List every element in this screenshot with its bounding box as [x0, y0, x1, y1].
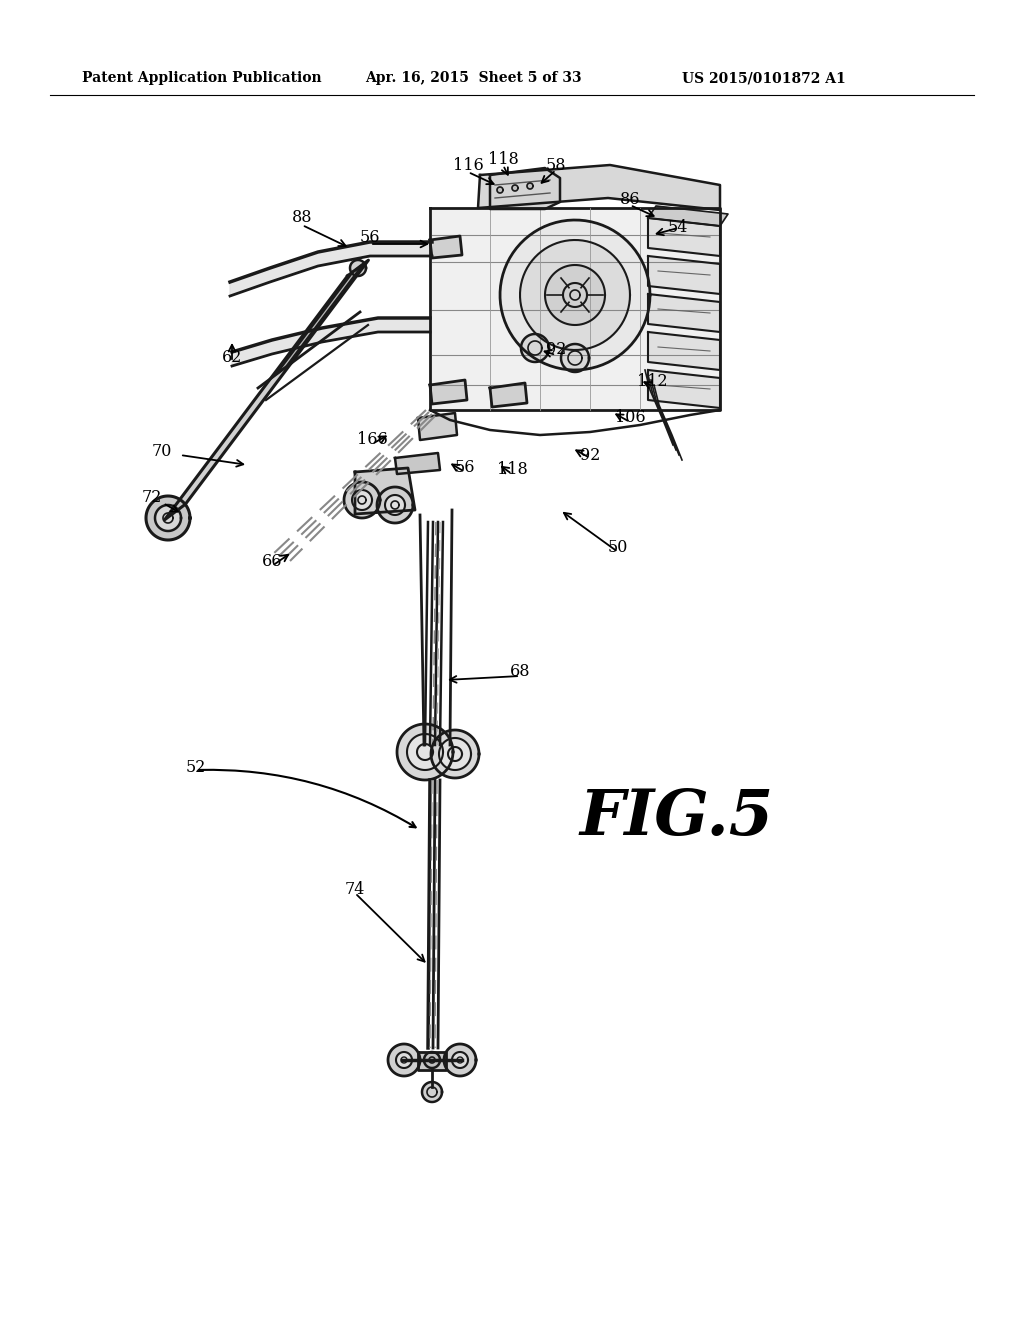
Polygon shape: [424, 1052, 440, 1068]
Text: Apr. 16, 2015  Sheet 5 of 33: Apr. 16, 2015 Sheet 5 of 33: [365, 71, 582, 84]
Text: 52: 52: [185, 759, 206, 776]
Polygon shape: [397, 723, 453, 780]
Polygon shape: [439, 738, 471, 770]
Polygon shape: [520, 240, 630, 350]
Polygon shape: [430, 236, 462, 257]
Text: 92: 92: [546, 342, 566, 359]
Text: 92: 92: [580, 446, 600, 463]
Text: 88: 88: [292, 210, 312, 227]
Polygon shape: [276, 264, 362, 374]
Polygon shape: [521, 334, 549, 362]
Polygon shape: [418, 1052, 446, 1071]
Polygon shape: [648, 206, 728, 226]
Polygon shape: [422, 1082, 442, 1102]
Text: 56: 56: [359, 230, 380, 247]
Polygon shape: [407, 734, 443, 770]
Polygon shape: [648, 294, 720, 333]
Text: 62: 62: [222, 350, 243, 367]
Polygon shape: [430, 380, 467, 404]
Text: 70: 70: [152, 444, 172, 461]
Polygon shape: [648, 256, 720, 294]
Polygon shape: [165, 260, 369, 520]
Text: 166: 166: [356, 432, 387, 449]
Polygon shape: [527, 183, 534, 189]
Polygon shape: [490, 383, 527, 407]
Polygon shape: [350, 260, 366, 276]
Polygon shape: [396, 1052, 412, 1068]
Polygon shape: [497, 187, 503, 193]
Polygon shape: [478, 165, 720, 210]
Polygon shape: [395, 453, 440, 474]
Polygon shape: [146, 496, 190, 540]
Polygon shape: [648, 370, 720, 408]
Text: 118: 118: [497, 462, 527, 479]
Text: 86: 86: [620, 191, 640, 209]
Polygon shape: [452, 1052, 468, 1068]
Text: FIG.5: FIG.5: [580, 787, 774, 849]
Polygon shape: [355, 469, 415, 513]
Polygon shape: [377, 487, 413, 523]
Text: 72: 72: [141, 490, 162, 507]
Text: 66: 66: [262, 553, 283, 570]
Text: 68: 68: [510, 664, 530, 681]
Polygon shape: [545, 265, 605, 325]
Polygon shape: [155, 506, 181, 531]
Polygon shape: [648, 218, 720, 256]
Polygon shape: [232, 318, 430, 366]
Polygon shape: [431, 730, 479, 777]
Polygon shape: [512, 185, 518, 191]
Text: Patent Application Publication: Patent Application Publication: [82, 71, 322, 84]
Text: 74: 74: [345, 882, 366, 899]
Text: 106: 106: [614, 409, 645, 426]
Polygon shape: [561, 345, 589, 372]
Text: 118: 118: [487, 150, 518, 168]
Text: US 2015/0101872 A1: US 2015/0101872 A1: [682, 71, 846, 84]
Polygon shape: [418, 413, 457, 440]
Polygon shape: [444, 1044, 476, 1076]
Text: 112: 112: [637, 374, 668, 391]
Text: 54: 54: [668, 219, 688, 236]
Text: 58: 58: [546, 157, 566, 174]
Polygon shape: [500, 220, 650, 370]
Polygon shape: [490, 168, 560, 209]
Polygon shape: [388, 1044, 420, 1076]
Polygon shape: [385, 495, 406, 515]
Polygon shape: [352, 490, 372, 510]
Text: 116: 116: [453, 157, 483, 174]
Polygon shape: [430, 209, 720, 411]
Text: 56: 56: [455, 459, 475, 477]
Polygon shape: [230, 242, 432, 296]
Text: 50: 50: [608, 540, 628, 557]
Polygon shape: [344, 482, 380, 517]
Polygon shape: [648, 333, 720, 370]
